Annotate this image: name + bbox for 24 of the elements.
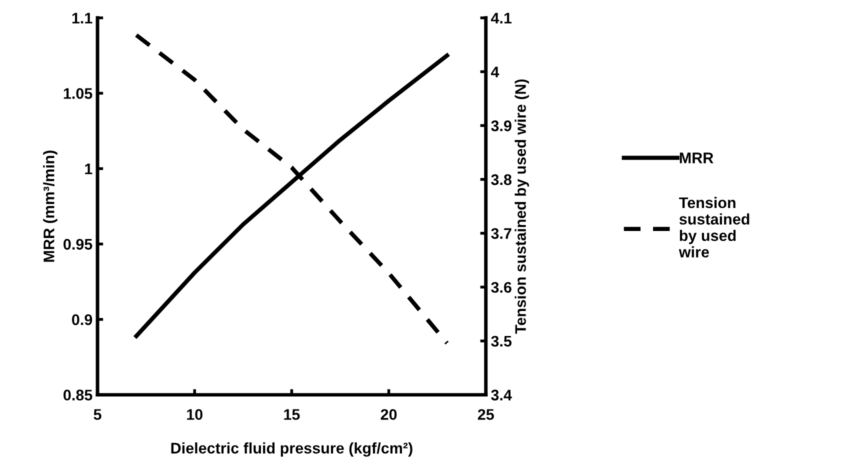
y2-tick-label: 3.4 <box>491 390 512 401</box>
x-tick-label: 20 <box>380 409 397 420</box>
x-tick-label: 5 <box>94 409 102 420</box>
y-tick-label: 1 <box>85 164 92 174</box>
legend-label: Tension sustained by used wire <box>678 196 750 258</box>
legend-label: MRR <box>680 152 714 164</box>
x-axis-title: Dielectric fluid pressure (kgf/cm²) <box>171 442 412 457</box>
y2-tick-label: 4.1 <box>490 12 512 24</box>
x-tick-label: 25 <box>478 409 494 420</box>
y-axis-title: MRR (mm³/min) <box>43 150 58 262</box>
y2-tick-label: 3.8 <box>491 174 512 186</box>
y-tick-label: 0.85 <box>64 390 92 400</box>
y2-tick-label: 4 <box>490 66 500 78</box>
y-tick-label: 0.9 <box>72 314 92 326</box>
x-tick-label: 15 <box>284 409 300 420</box>
x-tick-label: 10 <box>187 409 202 420</box>
y2-tick-label: 3.7 <box>491 228 512 239</box>
y2-tick-label: 3.5 <box>491 336 512 347</box>
y-tick-label: 0.95 <box>64 238 92 250</box>
y-tick-label: 1.1 <box>72 12 92 24</box>
y-tick-label: 1.05 <box>64 88 92 99</box>
y2-axis-title: Tension sustained by used wire (N) <box>514 79 529 334</box>
y2-tick-label: 3.6 <box>491 282 512 293</box>
y2-tick-label: 3.9 <box>491 120 512 132</box>
